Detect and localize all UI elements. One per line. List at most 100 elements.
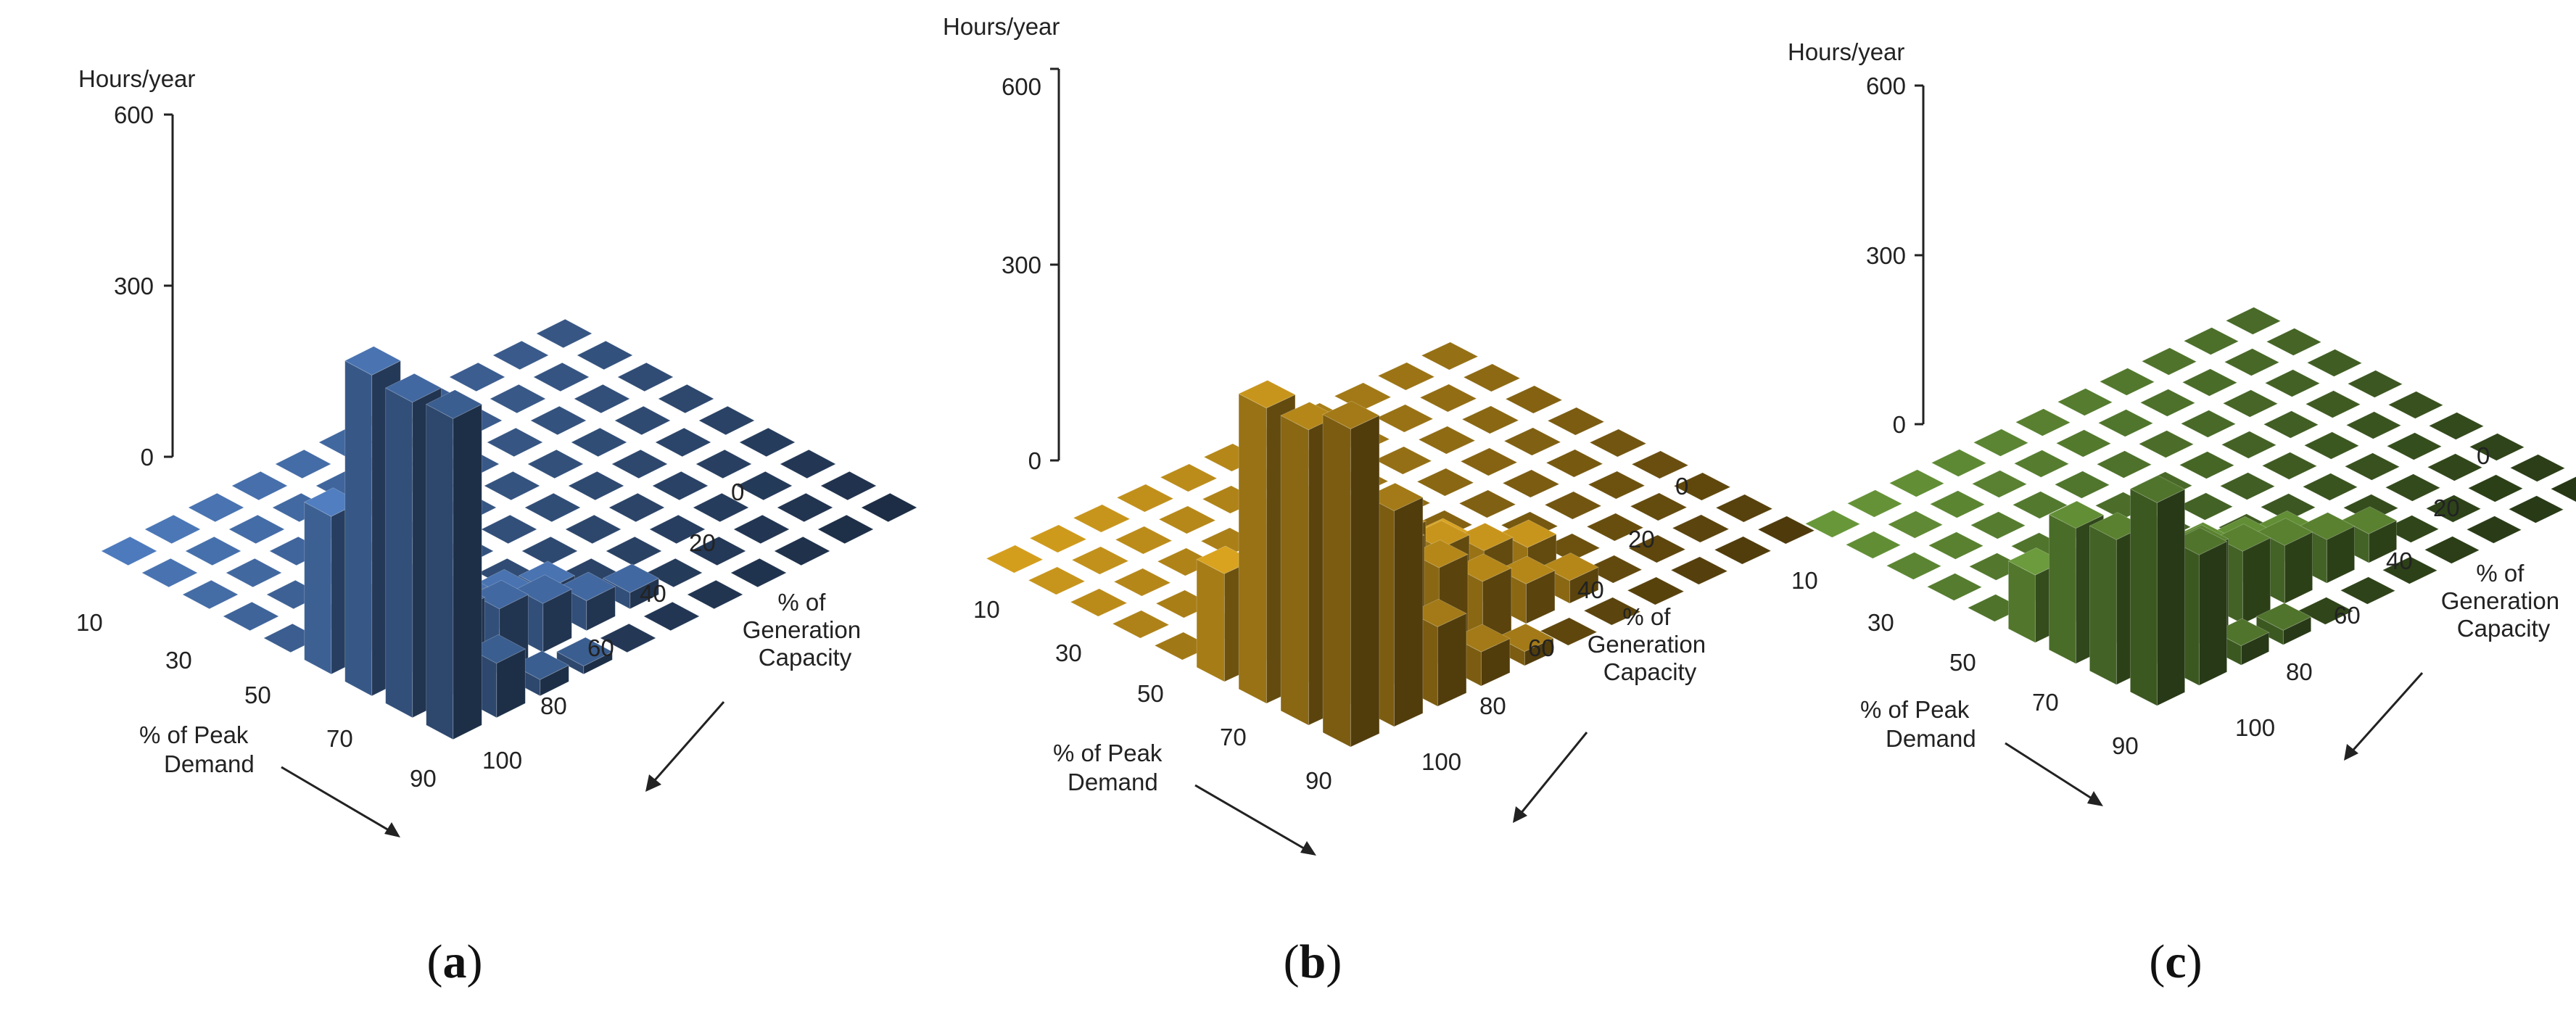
y-tick-label-c-40: 40 (2386, 547, 2413, 574)
bar-a-70-100 (779, 449, 837, 479)
bar-c-40-80 (2263, 410, 2319, 439)
bar-a-90-70 (730, 558, 788, 588)
tile-b-70-90 (1630, 492, 1688, 521)
bar-b-20-100 (1463, 363, 1521, 392)
bar-c-30-0 (1886, 552, 1942, 580)
bar-c-20-90 (2224, 348, 2280, 376)
bar-a-10-40 (274, 449, 332, 479)
bar-layer-b (986, 342, 1815, 748)
bar-front-face-b-90-0 (1322, 414, 1351, 748)
tile-a-30-70 (486, 427, 544, 458)
y-axis-title-c-line1: % of (2476, 560, 2525, 587)
tile-b-70-70 (1543, 533, 1601, 562)
tile-c-10-20 (1888, 469, 1945, 497)
tile-b-30-80 (1418, 426, 1476, 455)
chart-panel-c: Hours/year 600 300 0 10 30 50 70 90 0 20… (1788, 38, 2576, 988)
tile-c-70-100 (2469, 433, 2525, 461)
tile-b-80-90 (1672, 514, 1730, 543)
bar-top-face-c-90-10 (2171, 527, 2228, 555)
tile-a-10-90 (492, 340, 550, 371)
y-tick-label-a-80: 80 (540, 692, 567, 719)
tile-a-60-80 (651, 471, 709, 501)
tile-b-60-100 (1631, 450, 1689, 479)
bar-a-90-90 (817, 514, 875, 545)
x-axis-arrowhead-b (1300, 841, 1316, 856)
bar-front-face-a-70-0 (344, 360, 373, 697)
bar-c-20-70 (2139, 389, 2196, 417)
tile-c-10-90 (2183, 327, 2239, 355)
bar-top-face-b-90-10 (1366, 482, 1424, 511)
tile-a-20-20 (228, 514, 286, 545)
bar-b-30-90 (1461, 405, 1519, 434)
tile-c-70-80 (2385, 473, 2441, 502)
bar-c-50-100 (2387, 391, 2444, 419)
tile-c-10-50 (2015, 408, 2071, 436)
y-axis-title-a-line2: Generation (743, 616, 861, 643)
y-tick-label-b-60: 60 (1528, 634, 1555, 661)
tile-c-90-80 (2466, 516, 2522, 544)
z-tick-label-0-a: 0 (141, 444, 154, 471)
bar-top-face-a-80-30 (515, 574, 573, 604)
tile-a-70-90 (735, 471, 793, 501)
bar-right-face-a-90-0 (453, 403, 482, 740)
bar-c-10-60 (2057, 388, 2113, 416)
y-axis-title-c-line3: Capacity (2457, 615, 2551, 642)
tile-b-90-50 (1540, 617, 1598, 646)
y-tick-label-a-20: 20 (689, 529, 716, 556)
bar-c-90-60 (2382, 556, 2438, 584)
tile-b-40-90 (1503, 427, 1561, 456)
x-axis-title-a-line1: % of Peak (139, 721, 249, 748)
bar-a-60-50 (521, 536, 579, 566)
tile-a-80-100 (820, 471, 878, 501)
tile-a-20-90 (532, 362, 590, 392)
bar-top-face-a-90-0 (425, 389, 483, 419)
bar-a-80-70 (689, 536, 747, 566)
bar-b-40-90 (1503, 427, 1561, 456)
y-axis-arrow-a (648, 701, 725, 787)
tile-c-40-90 (2305, 390, 2361, 418)
z-tick-label-300-a: 300 (114, 273, 154, 299)
bar-a-30-0 (181, 579, 239, 610)
bar-c-30-30 (2012, 491, 2068, 519)
bar-a-90-100 (860, 492, 918, 523)
bar-c-40-70 (2221, 431, 2277, 459)
x-axis-title-b-line1: % of Peak (1053, 740, 1163, 766)
bar-c-30-90 (2264, 369, 2321, 397)
tile-a-20-100 (576, 340, 634, 371)
bar-a-60-60 (564, 514, 622, 545)
bar-b-90-50 (1540, 617, 1598, 646)
tile-a-60-90 (695, 449, 753, 479)
tile-a-50-100 (698, 405, 756, 436)
bar-front-face-b-80-0 (1280, 415, 1309, 726)
bar-b-80-80 (1628, 534, 1686, 563)
tile-c-60-70 (2302, 473, 2358, 501)
tile-c-50-50 (2177, 492, 2234, 521)
bar-layer-c (1804, 307, 2576, 706)
tile-b-30-90 (1461, 405, 1519, 434)
bar-b-30-80 (1418, 426, 1476, 455)
tile-a-10-0 (100, 536, 158, 566)
x-axis-arrow-b (1194, 784, 1313, 855)
tile-a-30-10 (225, 558, 283, 588)
tile-a-10-40 (274, 449, 332, 479)
bar-a-20-0 (141, 558, 199, 588)
x-tick-label-b-90: 90 (1305, 767, 1332, 794)
bar-top-face-a-80-50 (602, 563, 660, 593)
tile-c-20-50 (2055, 429, 2112, 458)
tile-c-30-20 (1970, 511, 2026, 539)
bar-b-10-30 (1116, 484, 1174, 513)
tile-a-40-0 (222, 601, 280, 632)
y-tick-label-b-20: 20 (1628, 526, 1655, 553)
bar-c-10-90 (2183, 327, 2239, 355)
tile-c-10-70 (2099, 368, 2155, 396)
tile-a-40-70 (527, 449, 585, 479)
bar-c-30-10 (1928, 531, 1984, 560)
x-tick-label-a-50: 50 (244, 682, 271, 708)
bar-a-90-80 (773, 536, 831, 566)
tile-c-30-70 (2180, 410, 2237, 438)
panel-caption-a-letter: a (443, 935, 467, 988)
bar-b-50-100 (1589, 429, 1647, 458)
y-axis-arrow-c (2347, 671, 2424, 757)
bar-a-50-70 (567, 471, 625, 501)
tile-b-10-90 (1377, 362, 1435, 391)
